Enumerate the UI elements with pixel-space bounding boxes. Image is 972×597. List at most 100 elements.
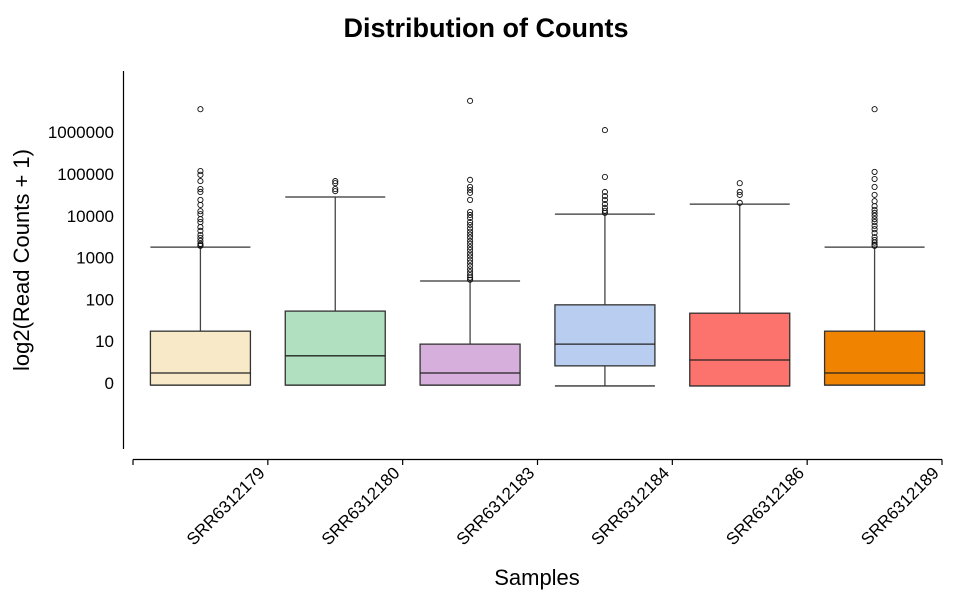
outlier-point <box>467 234 474 241</box>
outlier-point <box>601 193 608 200</box>
outlier-point <box>467 186 474 193</box>
outlier-point <box>467 189 474 196</box>
outlier-point <box>871 212 878 219</box>
box-group-SRR6312184 <box>554 127 656 387</box>
outlier-point <box>871 226 878 233</box>
outlier-point <box>197 234 204 242</box>
outlier-point <box>197 231 204 239</box>
box <box>284 310 386 386</box>
outlier-point <box>197 185 204 193</box>
outlier-point <box>871 222 878 229</box>
y-tick-label: 100000 <box>57 165 114 184</box>
outlier-point <box>871 106 878 113</box>
box-group-SRR6312179 <box>149 106 252 386</box>
box-group-SRR6312183 <box>419 97 521 386</box>
outlier-point <box>467 228 474 235</box>
outlier-point <box>332 188 339 195</box>
boxes-layer <box>149 97 926 387</box>
x-tick-label: SRR6312183 <box>453 463 539 549</box>
y-tick-label: 1000000 <box>48 123 114 142</box>
outlier-point <box>197 216 204 223</box>
box <box>689 312 791 387</box>
outlier-point <box>197 227 204 234</box>
outlier-point <box>197 178 204 185</box>
y-tick-label: 1000 <box>76 249 114 268</box>
outlier-point <box>467 183 474 191</box>
outlier-point <box>332 185 339 193</box>
outlier-point <box>871 219 878 226</box>
outlier-point <box>601 188 608 196</box>
y-tick-label: 10000 <box>67 207 114 226</box>
outlier-point <box>871 236 878 244</box>
outlier-point <box>736 188 743 196</box>
box-group-SRR6312186 <box>689 180 791 387</box>
outlier-point <box>467 221 474 229</box>
outlier-point <box>467 196 474 203</box>
outlier-point <box>467 256 474 263</box>
x-tick-label: SRR6312184 <box>588 463 674 549</box>
box <box>149 330 252 386</box>
y-tick-label: 10 <box>95 332 114 351</box>
outlier-point <box>332 178 339 185</box>
x-axis: SRR6312179 SRR6312180 SRR6312183 SRR6312184… <box>132 458 943 549</box>
outlier-point <box>197 168 204 175</box>
outlier-point <box>467 250 474 257</box>
outlier-point <box>736 180 743 187</box>
outlier-point <box>467 244 474 251</box>
outlier-point <box>871 203 878 210</box>
outlier-point <box>871 229 878 236</box>
box <box>419 343 521 386</box>
outlier-point <box>467 237 474 244</box>
outlier-point <box>467 247 474 254</box>
outlier-point <box>871 239 878 246</box>
outlier-point <box>197 242 204 249</box>
outlier-point <box>467 219 474 226</box>
outlier-point <box>601 201 608 208</box>
outlier-point <box>197 188 204 196</box>
outlier-point <box>467 208 474 216</box>
box-group-SRR6312180 <box>284 178 386 386</box>
y-tick-label: 100 <box>86 290 114 309</box>
outlier-point <box>197 196 204 203</box>
outlier-point <box>871 183 878 191</box>
outlier-point <box>467 253 474 260</box>
y-tick-label: 0 <box>105 374 114 393</box>
x-axis-label: Samples <box>494 565 580 590</box>
outlier-point <box>467 231 474 238</box>
outlier-point <box>871 242 878 249</box>
outlier-point <box>197 201 204 208</box>
outlier-point <box>467 262 474 270</box>
box <box>823 330 926 386</box>
outlier-point <box>467 266 474 273</box>
outlier-point <box>871 216 878 223</box>
y-axis-label: log2(Read Counts + 1) <box>9 149 34 371</box>
outlier-point <box>197 106 204 113</box>
outlier-point <box>467 176 474 183</box>
x-tick-label: SRR6312186 <box>722 463 808 549</box>
outlier-point <box>467 272 474 279</box>
outlier-point <box>467 240 474 247</box>
chart-title: Distribution of Counts <box>344 13 629 43</box>
outlier-point <box>467 225 474 232</box>
outlier-point <box>467 214 474 221</box>
outlier-point <box>467 274 474 281</box>
outlier-point <box>601 209 608 216</box>
x-tick-label: SRR6312180 <box>318 463 404 549</box>
outlier-point <box>467 259 474 266</box>
outlier-point <box>601 173 608 180</box>
outlier-point <box>601 127 608 134</box>
outlier-point <box>736 199 743 206</box>
outlier-point <box>601 196 608 203</box>
outlier-point <box>871 198 878 205</box>
outlier-point <box>467 211 474 219</box>
outlier-point <box>736 191 743 198</box>
outlier-point <box>197 208 204 215</box>
outlier-point <box>601 207 608 214</box>
outlier-point <box>197 171 204 178</box>
outlier-point <box>871 206 878 213</box>
outlier-point <box>467 97 474 104</box>
outlier-point <box>871 191 878 198</box>
outlier-point <box>332 180 339 187</box>
x-tick-label: SRR6312179 <box>183 463 269 549</box>
